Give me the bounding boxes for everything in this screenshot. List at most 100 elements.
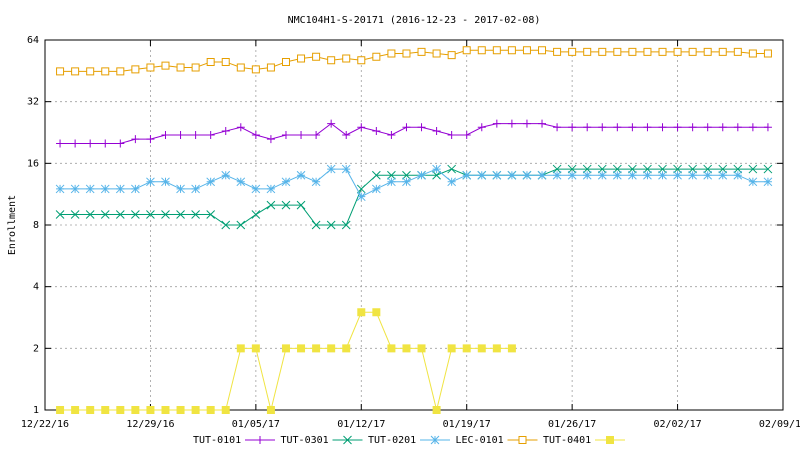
- data-point: [236, 123, 245, 132]
- legend-marker: [343, 435, 352, 445]
- data-point: [492, 170, 502, 180]
- data-point: [146, 63, 155, 72]
- data-point: [522, 119, 531, 128]
- data-point: [673, 47, 682, 56]
- series-line: [60, 311, 512, 411]
- data-point: [387, 170, 396, 180]
- data-point: [191, 131, 200, 140]
- data-point: [417, 123, 426, 132]
- data-point: [372, 52, 381, 61]
- legend-label: TUT-0401: [543, 435, 591, 446]
- data-point: [733, 170, 743, 180]
- data-point: [356, 192, 366, 202]
- data-point: [146, 177, 155, 187]
- data-point: [477, 46, 486, 55]
- legend-label: TUT-0201: [368, 435, 416, 446]
- data-point: [357, 56, 366, 65]
- data-point: [131, 406, 140, 414]
- data-point: [176, 406, 185, 414]
- x-tick-label: 12/29/16: [126, 419, 174, 430]
- data-point: [432, 406, 441, 414]
- data-point: [402, 344, 411, 353]
- data-point: [70, 184, 80, 194]
- data-point: [101, 406, 110, 414]
- data-point: [206, 131, 215, 140]
- data-point: [658, 47, 667, 56]
- data-point: [221, 406, 230, 414]
- data-point: [402, 49, 411, 58]
- data-point: [432, 49, 441, 58]
- data-point: [703, 123, 712, 132]
- data-point: [597, 164, 607, 174]
- data-point: [161, 131, 170, 140]
- data-point: [296, 170, 306, 180]
- data-point: [568, 47, 577, 56]
- legend-marker: [430, 435, 440, 445]
- data-point: [236, 177, 246, 187]
- data-point: [597, 170, 607, 180]
- legend-marker: [518, 436, 527, 444]
- data-point: [266, 200, 276, 210]
- x-tick-label: 02/09/17: [759, 419, 800, 430]
- data-point: [161, 406, 170, 414]
- data-point: [432, 170, 441, 180]
- data-point: [206, 57, 215, 66]
- data-point: [417, 344, 426, 353]
- data-point: [628, 47, 637, 56]
- data-point: [131, 210, 140, 219]
- data-point: [673, 164, 682, 174]
- data-point: [522, 170, 532, 180]
- data-point: [372, 308, 381, 317]
- x-tick-label: 01/26/17: [548, 419, 596, 430]
- data-point: [115, 210, 125, 219]
- data-point: [131, 184, 140, 194]
- data-point: [538, 119, 547, 128]
- data-point: [327, 56, 336, 65]
- data-point: [477, 123, 486, 132]
- data-point: [598, 123, 607, 132]
- y-tick-label: 8: [33, 220, 39, 231]
- data-point: [568, 123, 577, 132]
- data-point: [763, 123, 772, 132]
- data-point: [447, 164, 457, 174]
- legend-label: LEC-0101: [456, 435, 504, 446]
- data-point: [191, 406, 200, 414]
- data-point: [371, 184, 381, 194]
- data-point: [538, 46, 547, 55]
- y-tick-label: 64: [27, 35, 39, 46]
- data-point: [266, 135, 275, 144]
- data-point: [176, 210, 185, 219]
- data-point: [146, 210, 155, 219]
- data-point: [251, 210, 261, 219]
- data-point: [312, 131, 321, 140]
- data-point: [341, 220, 351, 230]
- data-point: [613, 123, 622, 132]
- data-point: [703, 47, 712, 56]
- data-point: [733, 164, 743, 174]
- data-point: [116, 139, 125, 148]
- data-point: [221, 170, 231, 180]
- data-point: [763, 164, 773, 174]
- data-point: [71, 139, 80, 148]
- data-point: [447, 131, 456, 140]
- data-point: [643, 164, 652, 174]
- data-point: [236, 344, 245, 353]
- data-point: [101, 67, 110, 76]
- legend-marker: [256, 436, 264, 444]
- data-point: [296, 200, 306, 210]
- data-point: [673, 123, 682, 132]
- data-point: [612, 164, 622, 174]
- data-point: [688, 170, 697, 180]
- data-point: [371, 170, 381, 180]
- data-point: [221, 220, 231, 230]
- x-tick-label: 02/02/17: [653, 419, 701, 430]
- series-line: [60, 123, 768, 144]
- data-point: [718, 47, 727, 56]
- data-point: [266, 63, 275, 72]
- data-point: [492, 344, 501, 353]
- data-point: [56, 406, 65, 414]
- data-point: [327, 344, 336, 353]
- data-point: [281, 177, 291, 187]
- data-point: [402, 123, 411, 132]
- data-point: [613, 47, 622, 56]
